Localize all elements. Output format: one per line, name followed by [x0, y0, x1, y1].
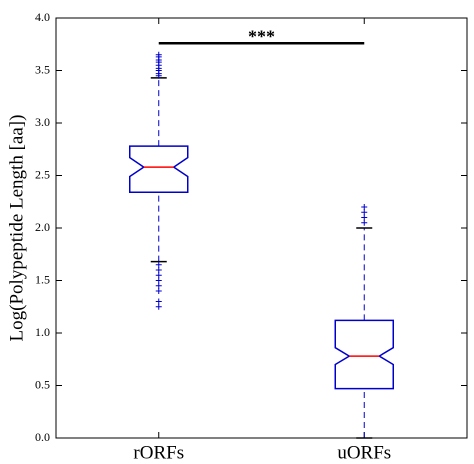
- flier: [361, 209, 368, 216]
- flier: [155, 298, 162, 305]
- x-tick-label: uORFs: [337, 442, 391, 463]
- y-tick-label: 2.0: [35, 220, 50, 234]
- flier: [155, 277, 162, 284]
- flier: [155, 282, 162, 289]
- flier: [155, 267, 162, 273]
- y-tick-label: 2.5: [35, 167, 50, 181]
- y-tick-label: 3.0: [35, 115, 50, 129]
- significance-label: ***: [248, 26, 275, 46]
- flier: [155, 272, 162, 279]
- box: [334, 319, 394, 390]
- box: [129, 145, 189, 194]
- y-tick-label: 0.5: [35, 377, 50, 391]
- flier: [361, 204, 368, 210]
- y-tick-label: 1.5: [35, 272, 50, 286]
- y-tick-label: 1.0: [35, 325, 50, 339]
- flier: [361, 219, 368, 226]
- y-tick-label: 0.0: [35, 430, 50, 444]
- y-tick-label: 4.0: [35, 10, 50, 24]
- flier: [155, 51, 162, 58]
- flier: [155, 303, 162, 310]
- y-tick-label: 3.5: [35, 62, 50, 76]
- y-axis-label: Log(Polypeptide Length [aa]): [6, 115, 27, 342]
- x-tick-label: rORFs: [133, 442, 184, 463]
- flier: [155, 261, 162, 268]
- plot-frame: [55, 17, 468, 439]
- flier: [361, 214, 368, 221]
- flier: [155, 288, 162, 294]
